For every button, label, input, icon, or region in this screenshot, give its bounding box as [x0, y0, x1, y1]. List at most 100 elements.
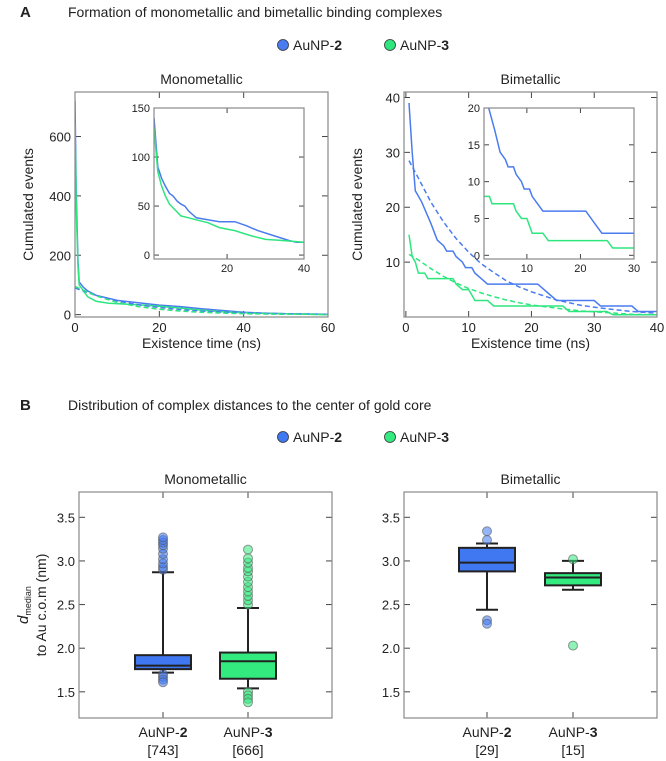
legend-label-aunp3: AuNP-3	[400, 37, 449, 53]
series-line-aunp-3	[408, 234, 657, 316]
y-tick-label: 30	[386, 145, 400, 160]
inset-background	[154, 108, 304, 259]
y-tick-label: 3.5	[57, 510, 75, 525]
group-label-prefix: AuNP-	[138, 724, 180, 740]
x-tick-label: 0	[402, 320, 409, 335]
x-tick-label: 40	[298, 263, 310, 275]
x-tick-label: 40	[650, 320, 664, 335]
y-axis-label: Cumulated events	[20, 148, 36, 261]
group-label: AuNP-3	[548, 724, 597, 740]
box-iqr	[458, 546, 516, 573]
y-tick-label: 10	[468, 177, 480, 189]
series-line-aunp-2	[408, 102, 657, 313]
box-iqr	[219, 651, 277, 680]
outlier-point	[482, 618, 492, 629]
y-tick-label: 200	[49, 248, 71, 263]
panel-a-letter: A	[20, 4, 31, 21]
axes-frame	[403, 491, 658, 719]
outlier-point	[482, 534, 492, 545]
box-iqr	[544, 572, 602, 587]
chart-title: Bimetallic	[501, 71, 561, 87]
legend-marker-aunp3	[384, 39, 396, 51]
x-tick-label: 20	[221, 263, 233, 275]
outlier-point	[568, 640, 578, 651]
panel-a-title: Formation of monometallic and bimetallic…	[68, 4, 442, 20]
box-ylabel: dmedian	[15, 586, 33, 624]
series-line-aunp-2	[487, 108, 634, 234]
axes-frame	[153, 107, 305, 260]
panel-b-legend: AuNP-2 AuNP-3	[277, 429, 449, 445]
series-line-aunp-3-fit	[75, 285, 328, 316]
group-label-num: 2	[180, 724, 188, 740]
x-tick-label: 30	[628, 263, 640, 275]
y-tick-label: 2.0	[57, 641, 75, 656]
box-iqr	[134, 654, 192, 671]
x-tick-label: 10	[521, 263, 533, 275]
x-axis-label: Existence time (ns)	[142, 335, 261, 351]
group-label: AuNP-3	[223, 724, 272, 740]
y-tick-label: 20	[468, 103, 480, 115]
series-line-aunp-3-fit	[408, 253, 657, 316]
y-tick-label: 1.5	[57, 685, 75, 700]
group-label-prefix: AuNP-	[548, 724, 590, 740]
group-label-num: 3	[265, 724, 273, 740]
y-tick-label: 3.0	[382, 554, 400, 569]
y-tick-label: 3.5	[382, 510, 400, 525]
group-label-num: 3	[590, 724, 598, 740]
outlier-point	[158, 532, 168, 543]
outlier-point	[243, 553, 253, 564]
x-tick-label: 30	[587, 320, 601, 335]
panel-b-title: Distribution of complex distances to the…	[68, 397, 432, 413]
y-tick-label: 0	[474, 250, 480, 262]
x-axis-label: Existence time (ns)	[471, 335, 590, 351]
inset-background	[484, 108, 634, 259]
group-label-prefix: AuNP-	[462, 724, 504, 740]
y-tick-label: 600	[49, 130, 71, 145]
series-line-aunp-2-fit	[408, 160, 657, 314]
group-count: [666]	[232, 742, 263, 758]
box-aunp-2	[134, 532, 192, 688]
y-tick-label: 150	[132, 103, 150, 115]
group-count: [743]	[147, 742, 178, 758]
group-label-num: 2	[504, 724, 512, 740]
chart-bi_main: 10 20 30 40 0 10 20 30 40 Existence time (ns) Cumu…	[349, 71, 664, 351]
y-tick-label: 0	[64, 308, 71, 323]
x-tick-label: 0	[71, 320, 78, 335]
group-count: [15]	[561, 742, 584, 758]
outlier-point	[243, 544, 253, 555]
x-tick-label: 40	[236, 320, 250, 335]
series-line-aunp-2	[154, 117, 304, 244]
box-aunp-3	[544, 554, 602, 651]
series-line-aunp-3	[484, 195, 634, 249]
outlier-point	[568, 554, 578, 565]
outlier-point	[243, 697, 253, 708]
x-tick-label: 20	[152, 320, 166, 335]
series-line-aunp-2-fit	[75, 287, 328, 316]
x-tick-label: 20	[524, 320, 538, 335]
chart-box_bi: 1.52.02.53.03.5AuNP-2[29]AuNP-3[15]Bimet…	[382, 471, 658, 758]
y-tick-label: 10	[386, 255, 400, 270]
y-tick-label: 1.5	[382, 685, 400, 700]
y-tick-label: 0	[144, 250, 150, 262]
group-label-prefix: AuNP-	[223, 724, 265, 740]
outlier-point	[158, 677, 168, 688]
group-label: AuNP-2	[138, 724, 187, 740]
series-line-aunp-3	[154, 127, 304, 244]
chart-title: Bimetallic	[501, 471, 561, 487]
axes-frame	[483, 107, 635, 260]
box-aunp-3	[219, 544, 277, 708]
x-tick-label: 60	[321, 320, 335, 335]
chart-mono_inset: 0 50 100 150 20 40	[132, 103, 310, 275]
y-tick-label: 3.0	[57, 554, 75, 569]
y-axis-label: Cumulated events	[349, 148, 365, 261]
chart-bi_inset: 0 5 10 15 20 10 20 30	[468, 103, 640, 275]
y-tick-label: 2.0	[382, 641, 400, 656]
box-ylabel-rest: to Au c.o.m (nm)	[33, 554, 49, 657]
legend-label-aunp3: AuNP-3	[400, 429, 449, 445]
group-count: [29]	[475, 742, 498, 758]
axes-frame	[78, 491, 333, 719]
y-tick-label: 100	[132, 152, 150, 164]
legend-marker-aunp2	[277, 39, 289, 51]
